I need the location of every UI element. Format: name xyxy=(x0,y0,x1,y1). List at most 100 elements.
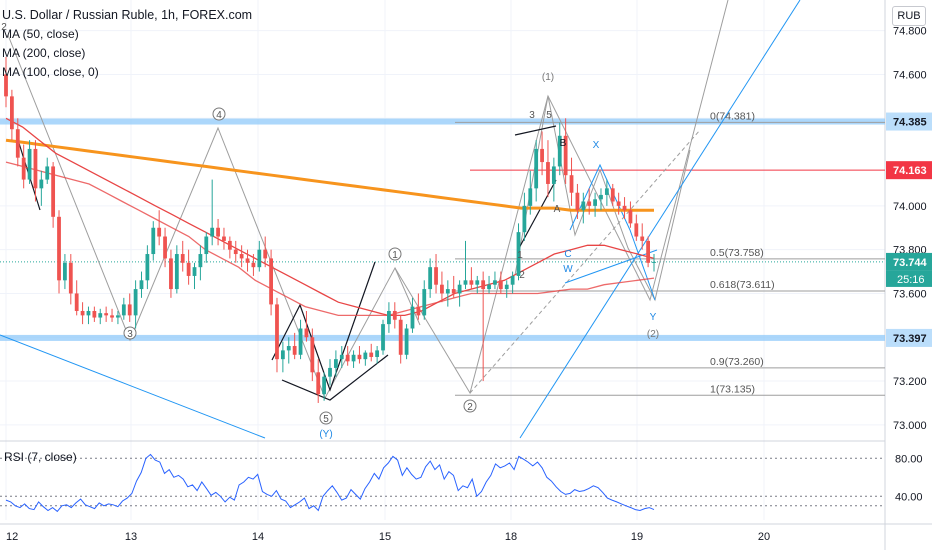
price-axis[interactable]: 74.80074.60074.40074.00073.80073.60073.4… xyxy=(886,26,932,504)
candle xyxy=(416,306,421,316)
candle xyxy=(127,304,132,316)
rsi-line xyxy=(5,453,655,513)
price-label-box xyxy=(886,328,932,347)
candle xyxy=(245,258,250,263)
candle xyxy=(198,254,203,268)
time-tick-label: 15 xyxy=(379,531,391,543)
countdown-label: 25:16 xyxy=(897,274,925,286)
candle xyxy=(328,367,332,377)
candle xyxy=(369,352,374,357)
candle xyxy=(398,319,403,355)
candle xyxy=(604,188,609,195)
candle xyxy=(186,262,191,276)
candle xyxy=(316,372,321,395)
currency-badge[interactable]: RUB xyxy=(892,6,926,26)
candle xyxy=(292,346,297,355)
candle xyxy=(392,310,397,320)
candle xyxy=(163,236,167,259)
wave-label: C xyxy=(564,249,571,260)
candle xyxy=(339,354,344,360)
candle xyxy=(210,227,215,237)
candle xyxy=(269,258,273,305)
price-label: 73.744 xyxy=(893,257,928,269)
time-axis[interactable]: 12 13 14 15 18 19 20 xyxy=(6,531,770,543)
candle xyxy=(387,310,391,325)
candle xyxy=(563,135,568,176)
candle xyxy=(280,350,285,360)
candle xyxy=(410,306,415,329)
trendline xyxy=(569,163,656,301)
moving-averages xyxy=(5,117,655,317)
time-tick-label: 18 xyxy=(505,531,517,543)
candle xyxy=(510,275,515,285)
candle xyxy=(581,201,586,211)
candle xyxy=(434,267,438,285)
wave-label: 2 xyxy=(467,402,473,413)
candle xyxy=(145,254,150,281)
candle xyxy=(587,201,592,206)
time-tick-label: 19 xyxy=(631,531,643,543)
candle xyxy=(68,262,73,294)
ma100-legend[interactable]: MA (100, close, 0) xyxy=(2,65,99,79)
candle xyxy=(80,310,85,316)
candle xyxy=(74,293,79,311)
candle xyxy=(98,313,103,318)
time-tick-label: 14 xyxy=(252,531,264,543)
candle xyxy=(333,359,338,368)
rsi-legend[interactable]: RSI (7, close) xyxy=(4,450,77,464)
price-tick-label: 74.600 xyxy=(893,69,927,81)
candle xyxy=(540,148,544,163)
candle xyxy=(646,240,651,263)
fib-level-label: 0.5(73.758) xyxy=(710,247,764,259)
candle xyxy=(227,240,232,250)
candle xyxy=(351,354,356,362)
price-tick-label: 74.800 xyxy=(893,26,927,38)
candle xyxy=(375,350,380,357)
time-tick-label: 12 xyxy=(6,531,18,543)
candle xyxy=(15,129,20,158)
candle xyxy=(404,328,409,355)
candle xyxy=(233,249,238,255)
candle xyxy=(610,188,615,202)
candle xyxy=(104,313,109,316)
wave-channel xyxy=(514,125,557,136)
candle xyxy=(551,166,556,184)
candle xyxy=(622,205,627,211)
candle xyxy=(428,267,433,290)
rsi-tick-label: 80.00 xyxy=(895,453,923,465)
candle xyxy=(9,96,14,130)
candle xyxy=(493,280,497,285)
price-tick-label: 74.000 xyxy=(893,201,927,213)
ma50-legend[interactable]: MA (50, close) xyxy=(2,27,79,41)
wave-label: 1 xyxy=(517,250,523,261)
time-tick-label: 13 xyxy=(125,531,137,543)
wave-label: A xyxy=(554,204,561,215)
candle xyxy=(593,199,597,206)
candle xyxy=(63,262,67,281)
candle xyxy=(174,254,179,290)
candle xyxy=(475,280,480,285)
wave-channel xyxy=(281,354,389,401)
candle xyxy=(116,315,120,318)
wave-label: (Y) xyxy=(319,429,332,440)
wave-label-circle xyxy=(123,326,137,340)
candle xyxy=(498,280,503,290)
rsi-pane xyxy=(0,453,885,513)
candle xyxy=(322,376,327,395)
candle xyxy=(39,179,44,189)
candle xyxy=(557,135,562,167)
symbol-title[interactable]: U.S. Dollar / Russian Ruble, 1h, FOREX.c… xyxy=(2,8,253,22)
ma200-legend[interactable]: MA (200, close) xyxy=(2,46,86,60)
candle xyxy=(239,254,244,259)
price-label-box xyxy=(886,161,932,180)
candle xyxy=(110,315,114,318)
fib-level-label: 0(74.381) xyxy=(710,110,755,122)
candle xyxy=(451,289,456,294)
candle xyxy=(628,210,633,224)
candle xyxy=(298,328,303,355)
wave-label-circle xyxy=(463,399,477,413)
candle xyxy=(86,310,91,316)
candle xyxy=(457,284,462,294)
